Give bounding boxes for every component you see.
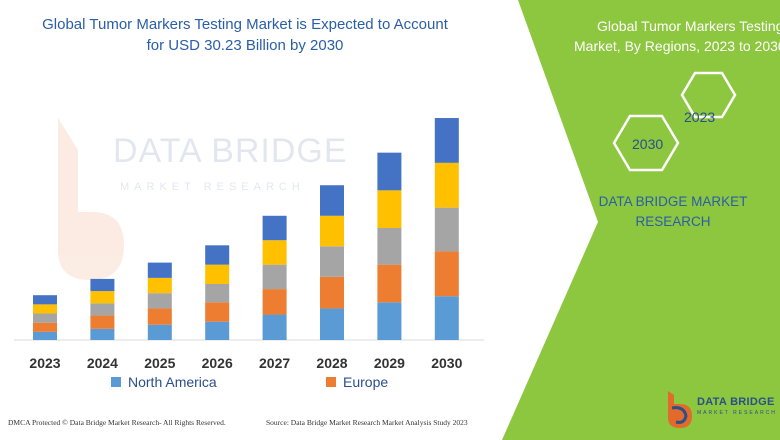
bars <box>33 118 459 340</box>
bar-2029-segment-2 <box>377 264 402 303</box>
bar-2027-segment-1 <box>262 314 287 340</box>
x-tick-label-2023: 2023 <box>29 355 60 371</box>
brand-label-line-1: DATA BRIDGE MARKET <box>598 194 748 209</box>
bar-2025-segment-2 <box>147 308 172 325</box>
bar-2025-segment-5 <box>147 262 172 278</box>
brand-logo-subtext: MARKET RESEARCH <box>697 410 777 416</box>
bar-2027-segment-3 <box>262 264 287 290</box>
stacked-bar-chart: 2023 2024 2025 2026 2027 2028 2029 2030 <box>14 118 484 371</box>
bar-2030-segment-1 <box>434 296 459 340</box>
legend-swatch <box>326 377 336 387</box>
bar-2026-segment-3 <box>205 284 230 303</box>
brand-label-line-2: RESEARCH <box>635 214 711 229</box>
brand-logo-text: DATA BRIDGE <box>697 396 775 408</box>
bar-2027-segment-4 <box>262 240 287 265</box>
bar-2023-segment-3 <box>33 313 57 323</box>
watermark-title: DATA BRIDGE <box>113 132 348 170</box>
bar-2025-segment-3 <box>147 293 172 309</box>
bar-2025-segment-4 <box>147 277 172 294</box>
bar-2024-segment-5 <box>90 278 115 292</box>
x-tick-label-2029: 2029 <box>374 355 405 371</box>
x-tick-label-2026: 2026 <box>202 355 233 371</box>
watermark-subtitle: MARKET RESEARCH <box>120 181 305 193</box>
bar-2024-segment-3 <box>90 303 115 316</box>
legend-item-europe: Europe <box>326 374 388 390</box>
x-tick-label-2024: 2024 <box>87 355 118 371</box>
bar-2026-segment-2 <box>205 302 230 322</box>
bar-2023-segment-1 <box>33 331 57 340</box>
bar-2024-segment-4 <box>90 291 115 304</box>
bar-2026-segment-4 <box>205 264 230 284</box>
hex-2030-label: 2030 <box>632 136 663 152</box>
x-tick-labels: 2023 2024 2025 2026 2027 2028 2029 2030 <box>29 355 462 371</box>
bar-2029-segment-5 <box>377 152 402 191</box>
bar-2026-segment-1 <box>205 321 230 340</box>
chart-title-line-2: for USD 30.23 Billion by 2030 <box>146 37 344 54</box>
hex-2023-label: 2023 <box>684 109 715 125</box>
hex-2023: 2023 <box>680 71 737 125</box>
bar-2026-segment-5 <box>205 245 230 265</box>
bar-2024-segment-1 <box>90 328 115 340</box>
chart-title: Global Tumor Markers Testing Market is E… <box>20 14 470 56</box>
x-tick-label-2030: 2030 <box>431 355 462 371</box>
bar-2023-segment-5 <box>33 295 57 305</box>
bar-2029-segment-1 <box>377 302 402 340</box>
watermark-logo-icon <box>58 118 124 280</box>
hex-2030: 2030 <box>612 114 680 172</box>
bar-2027-segment-5 <box>262 215 287 241</box>
x-tick-label-2028: 2028 <box>316 355 347 371</box>
right-panel-title: Global Tumor Markers Testing Market, By … <box>560 16 780 56</box>
legend-label: Europe <box>343 374 389 390</box>
bar-2030-segment-5 <box>434 118 459 163</box>
bar-2028-segment-5 <box>320 185 344 216</box>
x-tick-label-2027: 2027 <box>259 355 290 371</box>
bar-2029-segment-3 <box>377 228 402 265</box>
bar-2023-segment-2 <box>33 322 57 332</box>
green-panel-shape <box>502 0 780 440</box>
bar-2028-segment-4 <box>320 215 344 247</box>
chart-title-line-1: Global Tumor Markers Testing Market is E… <box>42 16 448 33</box>
right-panel-title-line-1: Global Tumor Markers Testing <box>597 18 780 34</box>
legend-label: North America <box>128 374 217 390</box>
bar-2028-segment-1 <box>320 308 344 340</box>
source-footer: Source: Data Bridge Market Research Mark… <box>266 418 468 427</box>
dmca-footer: DMCA Protected © Data Bridge Market Rese… <box>8 418 226 427</box>
legend-item-north-america: North America <box>111 374 217 390</box>
bar-2024-segment-2 <box>90 315 115 329</box>
legend-swatch <box>111 377 121 387</box>
bar-2030-segment-2 <box>434 251 459 297</box>
bar-2029-segment-4 <box>377 190 402 228</box>
brand-label: DATA BRIDGE MARKET RESEARCH <box>598 192 748 232</box>
bar-2030-segment-3 <box>434 207 459 252</box>
x-tick-label-2025: 2025 <box>144 355 175 371</box>
bar-2028-segment-2 <box>320 276 344 309</box>
bar-2027-segment-2 <box>262 289 287 315</box>
bar-2023-segment-4 <box>33 304 57 314</box>
right-panel-title-line-2: Market, By Regions, 2023 to 2030 <box>574 38 780 54</box>
bar-2028-segment-3 <box>320 246 344 277</box>
brand-logo-icon <box>668 391 692 428</box>
bar-2030-segment-4 <box>434 162 459 208</box>
bar-2025-segment-1 <box>147 324 172 340</box>
